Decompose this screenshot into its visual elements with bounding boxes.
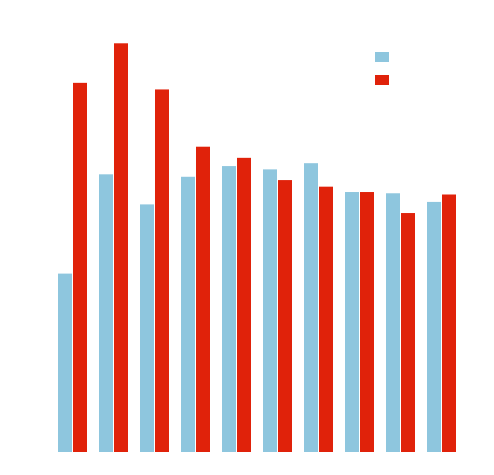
bar-series-2-category-4 bbox=[196, 146, 210, 452]
bar-series-1-category-9 bbox=[386, 193, 400, 452]
bar-series-2-category-7 bbox=[319, 186, 333, 452]
bar-series-2-category-9 bbox=[401, 213, 415, 452]
bar-series-1-category-6 bbox=[263, 169, 277, 453]
bar-series-1-category-2 bbox=[99, 174, 113, 452]
bar-series-2-category-1 bbox=[73, 82, 87, 453]
bar-series-1-category-5 bbox=[222, 166, 236, 452]
bar-series-2-category-5 bbox=[237, 157, 251, 452]
legend bbox=[375, 52, 389, 85]
bar-series-2-category-10 bbox=[442, 194, 456, 452]
bar-series-1-category-4 bbox=[181, 176, 195, 452]
bar-series-2-category-2 bbox=[114, 43, 128, 453]
legend-swatch-series-1 bbox=[375, 52, 389, 62]
bar-series-2-category-6 bbox=[278, 180, 292, 452]
bar-series-1-category-7 bbox=[304, 163, 318, 453]
bar-series-2-category-8 bbox=[360, 192, 374, 452]
bar-series-1-category-1 bbox=[58, 273, 72, 452]
bar-series-1-category-8 bbox=[345, 192, 359, 452]
legend-swatch-series-2 bbox=[375, 75, 389, 85]
bars-group bbox=[58, 43, 456, 453]
bar-series-1-category-3 bbox=[140, 204, 154, 452]
bar-series-1-category-10 bbox=[427, 201, 441, 452]
bar-series-2-category-3 bbox=[155, 89, 169, 452]
